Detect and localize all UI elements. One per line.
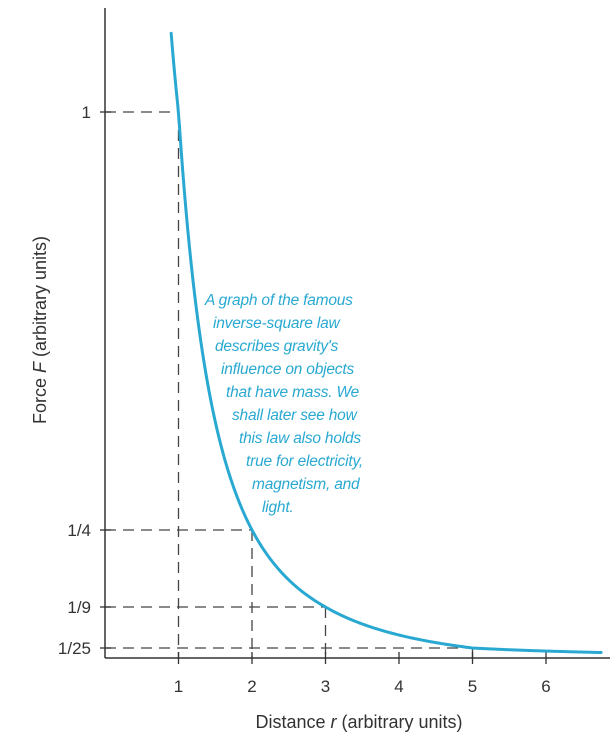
x-tick-label: 6	[541, 677, 550, 696]
annotation-line: that have mass. We	[226, 384, 360, 401]
axes	[104, 8, 610, 659]
annotation-line: inverse-square law	[213, 315, 340, 332]
x-axis-ticks: 1 2 3 4 5 6	[174, 652, 551, 696]
x-axis-title: Distance r (arbitrary units)	[255, 712, 462, 732]
y-tick-label: 1/4	[67, 521, 91, 540]
annotation-line: true for electricity,	[246, 453, 363, 470]
annotation-line: describes gravity's	[215, 338, 339, 355]
x-tick-label: 1	[174, 677, 183, 696]
y-tick-label: 1/25	[58, 639, 91, 658]
y-axis-ticks: 1 1/4 1/9 1/25	[58, 103, 111, 658]
annotation-line: A graph of the famous	[205, 292, 353, 309]
x-tick-label: 5	[468, 677, 477, 696]
series-curve	[169, 31, 603, 655]
annotation-line: this law also holds	[239, 430, 361, 447]
annotation-line: influence on objects	[221, 361, 355, 378]
annotation-line: shall later see how	[232, 407, 357, 424]
y-axis-title: Force F (arbitrary units)	[30, 236, 50, 424]
annotation-line: magnetism, and	[252, 476, 360, 493]
y-tick-label: 1	[82, 103, 91, 122]
annotation-line: light.	[262, 499, 294, 516]
x-tick-label: 2	[247, 677, 256, 696]
x-tick-label: 3	[321, 677, 330, 696]
guide-lines	[105, 111, 474, 658]
y-tick-label: 1/9	[67, 598, 91, 617]
x-tick-label: 4	[394, 677, 403, 696]
